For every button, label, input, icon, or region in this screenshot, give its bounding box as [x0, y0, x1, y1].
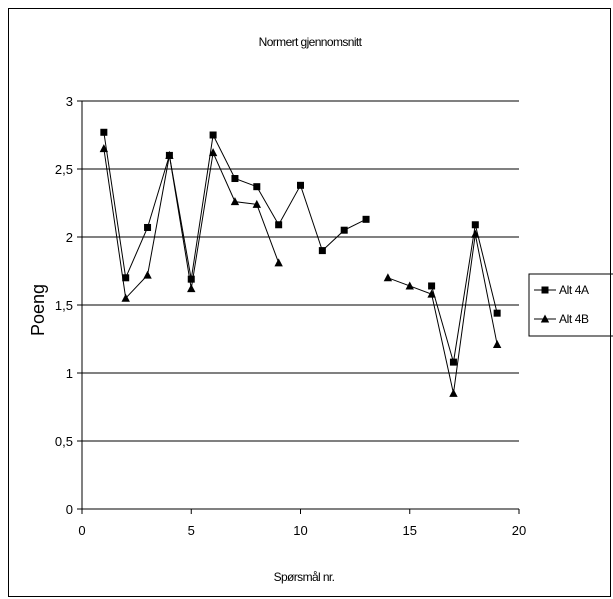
gridlines — [82, 100, 519, 442]
triangle-marker — [471, 229, 480, 238]
square-marker — [297, 181, 304, 189]
triangle-marker — [405, 281, 414, 290]
series-line — [431, 224, 498, 363]
triangle-marker — [165, 150, 174, 159]
x-axis-label: Spørsmål nr. — [274, 570, 335, 584]
legend-label: Alt 4B — [559, 312, 589, 326]
y-tick-label: 3 — [66, 94, 73, 109]
square-marker — [541, 286, 549, 294]
series-layer — [99, 128, 502, 397]
y-tick-label: 2,5 — [55, 162, 73, 177]
x-tick-label: 5 — [188, 523, 195, 538]
square-marker — [493, 309, 501, 317]
y-tick-label: 2 — [66, 230, 73, 245]
chart-frame — [8, 8, 611, 597]
square-marker — [449, 358, 457, 366]
square-marker — [231, 175, 239, 183]
y-tick-label: 0 — [66, 502, 73, 517]
triangle-marker — [492, 339, 502, 348]
triangle-marker — [449, 388, 458, 397]
square-marker — [209, 131, 217, 139]
chart-title: Normert gjennomsnitt — [259, 35, 363, 49]
square-marker — [144, 223, 152, 231]
triangle-marker — [427, 289, 436, 298]
square-marker — [340, 226, 348, 234]
y-tick-label: 1,5 — [55, 298, 73, 313]
y-tick-label: 0,5 — [55, 434, 73, 449]
triangle-marker — [230, 197, 240, 206]
axes — [77, 100, 520, 514]
legend-label: Alt 4A — [559, 283, 589, 297]
y-tick-label: 1 — [66, 366, 73, 381]
series-line — [103, 132, 367, 280]
triangle-marker — [121, 293, 130, 302]
legend-box — [528, 273, 613, 337]
square-marker — [187, 275, 195, 283]
triangle-marker — [274, 258, 283, 267]
triangle-marker — [208, 148, 218, 157]
series-triangle — [99, 144, 502, 397]
y-axis-label: Poeng — [28, 284, 48, 336]
square-marker — [362, 215, 370, 223]
legend: Alt 4A Alt 4B — [528, 273, 613, 337]
triangle-marker — [540, 314, 550, 323]
square-marker — [275, 221, 283, 229]
square-marker — [471, 221, 479, 229]
triangle-marker — [383, 273, 393, 282]
series-line — [387, 234, 498, 394]
x-tick-label: 15 — [403, 523, 417, 538]
square-marker — [122, 274, 130, 282]
square-marker — [428, 282, 436, 290]
tick-labels: 0 0,5 1 1,5 2 2,5 3 0 5 10 15 20 — [55, 94, 526, 538]
series-square — [100, 128, 501, 366]
x-tick-label: 10 — [293, 523, 307, 538]
triangle-marker — [187, 284, 196, 293]
triangle-marker — [99, 144, 109, 153]
square-marker — [318, 247, 326, 255]
x-tick-label: 0 — [78, 523, 85, 538]
x-tick-label: 20 — [512, 523, 526, 538]
triangle-marker — [252, 199, 261, 208]
square-marker — [100, 128, 108, 136]
square-marker — [253, 183, 261, 191]
triangle-marker — [143, 270, 152, 279]
